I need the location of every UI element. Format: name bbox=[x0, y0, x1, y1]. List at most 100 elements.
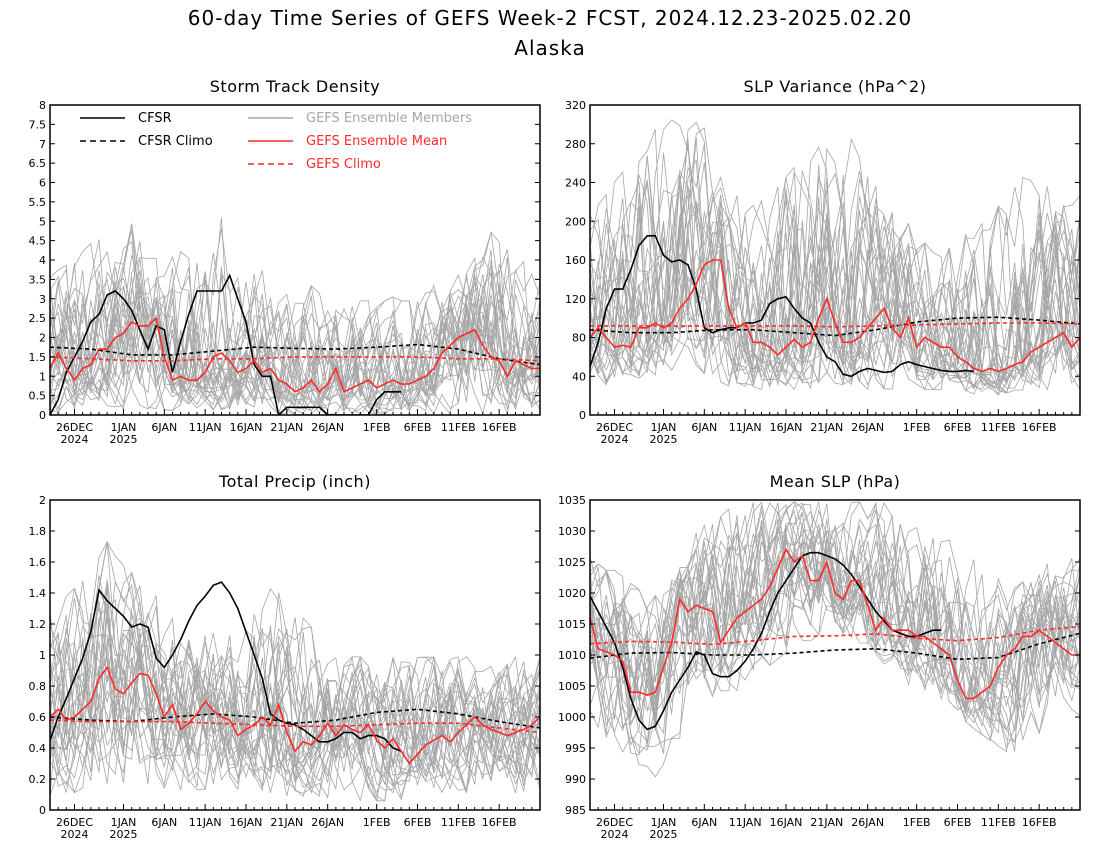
panel-3: Total Precip (inch) 0 0.2 0.4 0.6 0.8 1 1.2 1.4 1… bbox=[29, 472, 541, 841]
ensemble-member-line bbox=[50, 250, 540, 411]
ensemble-member-line bbox=[590, 500, 1080, 732]
x-tick-label: 21JAN bbox=[810, 816, 843, 829]
x-tick-label: 1FEB bbox=[363, 816, 391, 829]
panel-title: Storm Track Density bbox=[210, 77, 380, 96]
figure-subtitle: Alaska bbox=[514, 36, 585, 60]
panel-1: Storm Track Density 0 0.5 1 1.5 2 2.5 3 3.5 4 4.5 5… bbox=[29, 77, 541, 446]
series-cfsr bbox=[590, 235, 974, 378]
y-tick-label: 5 bbox=[39, 215, 46, 228]
ensemble-member-line bbox=[590, 172, 1080, 390]
x-tick-label: 11FEB bbox=[441, 421, 476, 434]
x-tick-label: 6FEB bbox=[404, 816, 432, 829]
ensemble-member-line bbox=[590, 178, 1080, 387]
x-tick-year-label: 2024 bbox=[61, 433, 89, 446]
x-tick-label: 21JAN bbox=[270, 816, 303, 829]
ensemble-member-line bbox=[590, 502, 1080, 722]
y-tick-label: 160 bbox=[565, 254, 586, 267]
series-gefs-climo bbox=[50, 356, 540, 362]
ensemble-member-line bbox=[590, 171, 1080, 389]
x-tick-label: 1JAN bbox=[111, 816, 137, 829]
ensemble-member-line bbox=[590, 179, 1080, 386]
x-tick-label: 16FEB bbox=[482, 421, 517, 434]
x-tick-label: 1JAN bbox=[651, 816, 677, 829]
ensemble-member-line bbox=[50, 617, 540, 796]
ensemble-member-line bbox=[590, 522, 1080, 735]
ensemble-member-line bbox=[590, 533, 1080, 725]
x-tick-label: 6JAN bbox=[691, 421, 717, 434]
panel-title: SLP Variance (hPa^2) bbox=[744, 77, 927, 96]
y-tick-label: 120 bbox=[565, 293, 586, 306]
ensemble-member-line bbox=[590, 501, 1080, 742]
ensemble-member-line bbox=[50, 571, 540, 802]
x-tick-label: 6FEB bbox=[944, 816, 972, 829]
ensemble-member-line bbox=[590, 171, 1080, 394]
legend-label: GEFS Climo bbox=[306, 157, 381, 172]
y-tick-label: 0.5 bbox=[29, 390, 47, 403]
chart-panels: Storm Track Density 0 0.5 1 1.5 2 2.5 3 3.5 4 4.5 5… bbox=[29, 77, 1081, 841]
ensemble-member-line bbox=[590, 143, 1080, 394]
x-tick-label: 21JAN bbox=[270, 421, 303, 434]
x-tick-label: 1JAN bbox=[651, 421, 677, 434]
y-tick-label: 1.2 bbox=[29, 618, 47, 631]
ensemble-member-line bbox=[590, 168, 1080, 384]
x-tick-label: 26DEC bbox=[596, 421, 633, 434]
x-tick-label: 16FEB bbox=[1022, 816, 1057, 829]
ensemble-member-line bbox=[50, 581, 540, 802]
panel-4: Mean SLP (hPa) 985 990 995 1000 1005 1010 1015 1… bbox=[558, 472, 1081, 841]
x-tick-label: 16FEB bbox=[1022, 421, 1057, 434]
y-tick-label: 2 bbox=[39, 332, 46, 345]
x-tick-label: 26JAN bbox=[851, 816, 884, 829]
x-tick-label: 6JAN bbox=[151, 421, 177, 434]
x-tick-label: 26DEC bbox=[596, 816, 633, 829]
y-tick-label: 1020 bbox=[558, 587, 586, 600]
ensemble-member-line bbox=[590, 502, 1080, 728]
ensemble-member-line bbox=[590, 501, 1080, 741]
x-tick-label: 21JAN bbox=[810, 421, 843, 434]
ensemble-member-line bbox=[590, 164, 1080, 391]
ensemble-member-line bbox=[590, 529, 1080, 722]
y-tick-label: 0 bbox=[579, 409, 586, 422]
x-tick-label: 16JAN bbox=[230, 421, 263, 434]
y-tick-label: 200 bbox=[565, 215, 586, 228]
x-tick-label: 11FEB bbox=[441, 816, 476, 829]
y-tick-label: 990 bbox=[565, 773, 586, 786]
y-tick-label: 1.4 bbox=[29, 587, 47, 600]
ensemble-member-line bbox=[590, 545, 1080, 752]
y-tick-label: 3 bbox=[39, 293, 46, 306]
legend-label: GEFS Ensemble Members bbox=[306, 111, 472, 126]
ensemble-members bbox=[590, 500, 1080, 778]
y-tick-label: 2 bbox=[39, 494, 46, 507]
x-tick-label: 1JAN bbox=[111, 421, 137, 434]
ensemble-member-line bbox=[590, 174, 1080, 391]
ensemble-member-line bbox=[590, 503, 1080, 743]
ensemble-member-line bbox=[50, 249, 540, 405]
y-tick-label: 5.5 bbox=[29, 196, 47, 209]
y-tick-label: 0.4 bbox=[29, 742, 47, 755]
ensemble-member-line bbox=[590, 511, 1080, 753]
legend-label: CFSR Climo bbox=[138, 134, 213, 149]
y-tick-label: 1.5 bbox=[29, 351, 47, 364]
x-tick-label: 11JAN bbox=[189, 421, 222, 434]
y-tick-label: 1005 bbox=[558, 680, 586, 693]
y-tick-label: 0.8 bbox=[29, 680, 47, 693]
y-tick-label: 1030 bbox=[558, 525, 586, 538]
y-tick-label: 1.6 bbox=[29, 556, 47, 569]
x-tick-label: 16JAN bbox=[770, 816, 803, 829]
figure-title: 60-day Time Series of GEFS Week-2 FCST, … bbox=[188, 6, 912, 30]
x-tick-label: 16JAN bbox=[770, 421, 803, 434]
x-tick-label: 6FEB bbox=[944, 421, 972, 434]
x-tick-year-label: 2025 bbox=[110, 828, 138, 841]
ensemble-member-line bbox=[590, 502, 1080, 756]
ensemble-member-line bbox=[590, 501, 1080, 731]
panel-title: Total Precip (inch) bbox=[218, 472, 371, 491]
x-tick-year-label: 2025 bbox=[650, 828, 678, 841]
x-tick-label: 26DEC bbox=[56, 421, 93, 434]
ensemble-member-line bbox=[590, 192, 1080, 389]
x-tick-label: 11FEB bbox=[981, 816, 1016, 829]
y-tick-label: 3.5 bbox=[29, 273, 47, 286]
series-gefs-ensemble-mean bbox=[50, 665, 540, 765]
y-tick-label: 7.5 bbox=[29, 118, 47, 131]
series-cfsr bbox=[50, 581, 402, 752]
y-tick-label: 8 bbox=[39, 99, 46, 112]
